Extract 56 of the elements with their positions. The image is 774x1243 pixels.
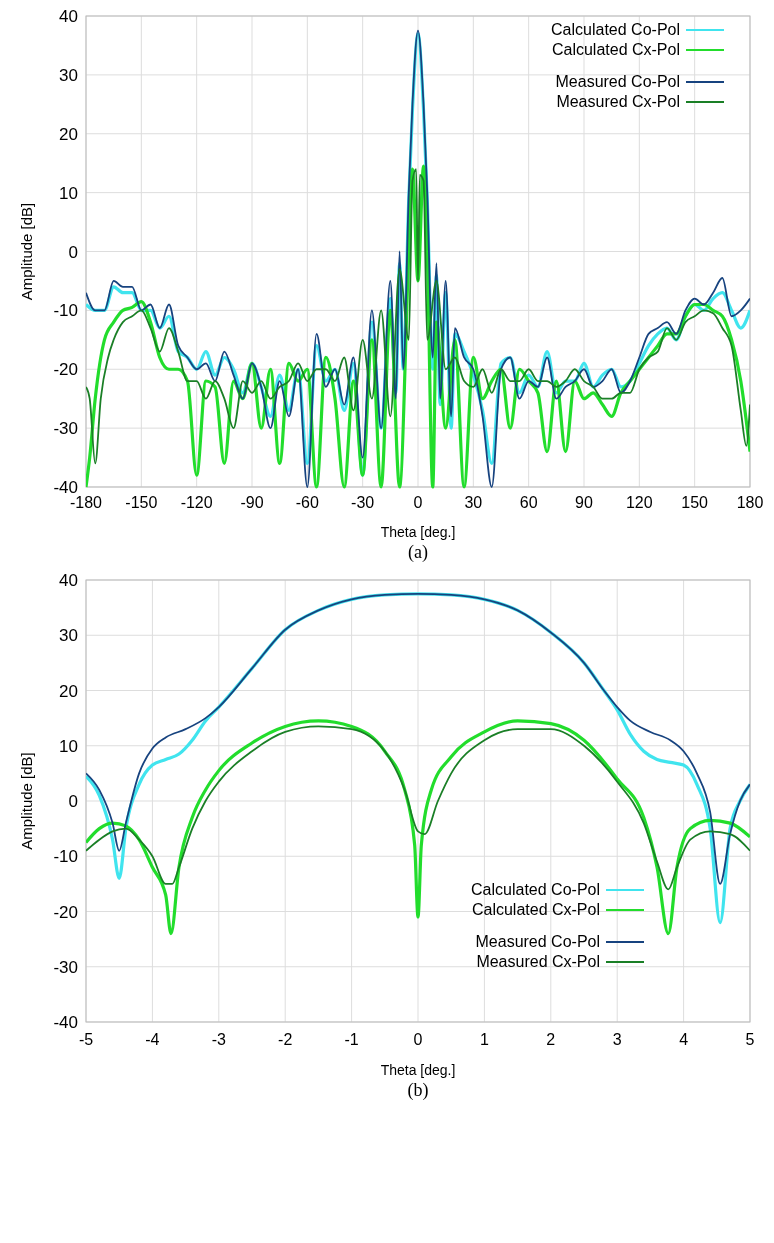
x-tick-label: 3 (612, 1031, 622, 1048)
x-axis-title: Theta [deg.] (380, 524, 456, 540)
y-tick-label: 30 (59, 626, 78, 646)
x-tick-label: -90 (240, 494, 264, 511)
x-tick-label: 150 (681, 494, 709, 511)
x-tick-label: 60 (519, 494, 538, 511)
y-tick-label: 10 (59, 183, 78, 203)
y-tick-label: 20 (59, 681, 78, 701)
x-tick-label: 120 (625, 494, 653, 511)
y-tick-label: -10 (53, 847, 78, 867)
y-tick-label: 20 (59, 124, 78, 144)
y-tick-label: -30 (53, 419, 78, 439)
text: (b) (407, 1080, 429, 1101)
y-tick-label: -10 (53, 301, 78, 321)
legend-label: Measured Co-Pol (475, 933, 600, 950)
x-tick-label: 2 (546, 1031, 556, 1048)
y-tick-label: 40 (59, 571, 78, 590)
legend-label: Measured Cx-Pol (476, 953, 600, 970)
x-tick-label: -1 (344, 1031, 359, 1048)
legend-label: Calculated Co-Pol (471, 881, 600, 898)
y-tick-label: -40 (53, 478, 78, 497)
legend-label: Measured Co-Pol (555, 73, 680, 90)
legend-label: Calculated Cx-Pol (551, 41, 680, 58)
x-tick-label: -5 (78, 1031, 94, 1048)
x-tick-label: -60 (295, 494, 319, 511)
legend-label: Calculated Co-Pol (551, 21, 680, 38)
y-tick-label: 30 (59, 65, 78, 85)
x-tick-label: -4 (145, 1031, 160, 1048)
y-tick-label: -20 (53, 360, 78, 380)
text: (a) (408, 542, 428, 563)
x-tick-label: 30 (464, 494, 483, 511)
x-tick-label: -180 (69, 494, 103, 511)
y-tick-label: -20 (53, 902, 78, 922)
x-tick-label: -150 (125, 494, 158, 511)
x-tick-label: 0 (413, 494, 423, 511)
y-tick-label: -40 (53, 1013, 78, 1032)
legend-label: Calculated Cx-Pol (471, 901, 600, 918)
x-tick-label: -2 (278, 1031, 293, 1048)
y-tick-label: -30 (53, 957, 78, 977)
x-tick-label: 5 (745, 1031, 755, 1048)
x-tick-label: 1 (479, 1031, 489, 1048)
y-axis-title: Amplitude [dB] (18, 752, 35, 850)
y-tick-label: 0 (68, 242, 78, 262)
x-tick-label: -30 (351, 494, 375, 511)
legend-label: Measured Cx-Pol (556, 93, 680, 110)
y-tick-label: 40 (59, 7, 78, 26)
x-tick-label: 90 (575, 494, 593, 511)
x-tick-label: -3 (211, 1031, 227, 1048)
x-tick-label: 180 (736, 494, 764, 511)
y-tick-label: 10 (59, 736, 78, 756)
y-axis-title: Amplitude [dB] (18, 202, 35, 301)
y-tick-label: 0 (68, 792, 78, 811)
x-tick-label: 0 (413, 1031, 423, 1048)
x-tick-label: -120 (180, 494, 213, 511)
x-axis-title: Theta [deg.] (380, 1062, 456, 1078)
x-tick-label: 4 (679, 1031, 689, 1048)
